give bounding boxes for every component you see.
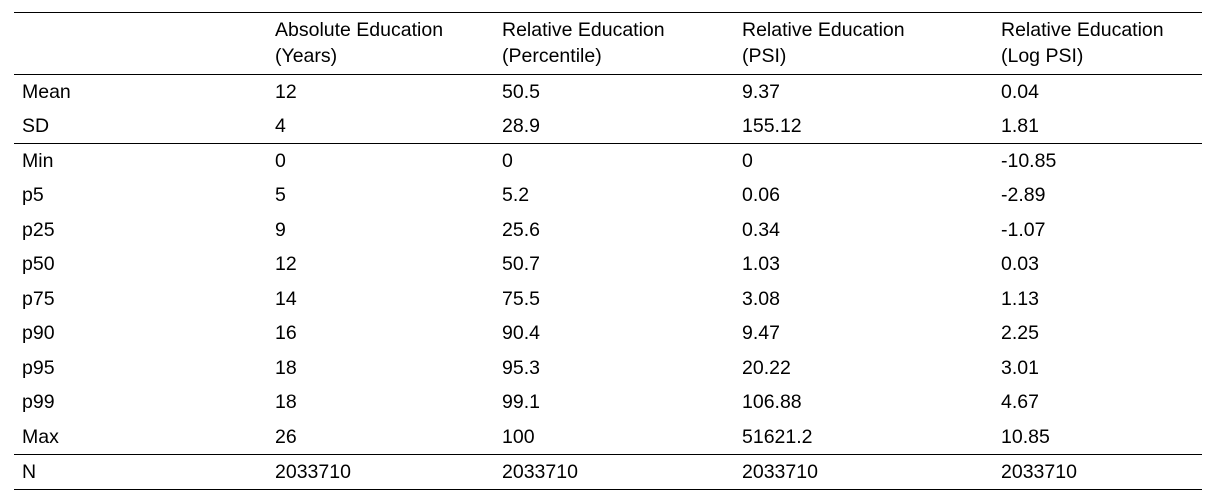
header-line2: (Log PSI) (1001, 45, 1084, 67)
table-cell: 95.3 (502, 356, 540, 379)
row-label: N (22, 460, 37, 483)
table-cell: 0.34 (742, 218, 780, 241)
header-line1: Relative Education (742, 19, 905, 41)
table-row-p75: p75 14 75.5 3.08 1.13 (14, 282, 1202, 317)
row-label: Max (22, 425, 59, 448)
table-cell: 50.7 (502, 253, 540, 275)
table-cell: 25.6 (502, 218, 540, 241)
table-cell: 0 (502, 150, 513, 172)
table-cell: 51621.2 (742, 425, 813, 448)
table-cell: 9.47 (742, 322, 780, 344)
table-cell: 0 (275, 150, 286, 172)
header-cell-relative-percentile: Relative Education (Percentile) (494, 13, 734, 75)
header-cell-relative-psi: Relative Education (PSI) (734, 13, 993, 75)
header-line2: (Years) (275, 45, 338, 67)
table-cell: 5.2 (502, 184, 530, 206)
table-cell: 75.5 (502, 287, 540, 310)
table-cell: 106.88 (742, 391, 802, 413)
table-cell: 18 (275, 356, 297, 379)
table-cell: 20.22 (742, 356, 791, 379)
table-cell: 16 (275, 322, 297, 344)
table-row-n: N 2033710 2033710 2033710 2033710 (14, 454, 1202, 489)
header-row: Absolute Education (Years) Relative Educ… (14, 12, 1202, 75)
table-cell: 50.5 (502, 81, 540, 103)
table-cell: 2033710 (275, 460, 351, 483)
table-cell: 0 (742, 150, 753, 172)
table-cell: 100 (502, 425, 535, 448)
header-line2: (PSI) (742, 45, 787, 67)
table-cell: -10.85 (1001, 150, 1057, 172)
table-cell: 18 (275, 391, 297, 413)
table-cell: 4 (275, 115, 286, 137)
table-cell: 5 (275, 184, 286, 206)
header-line2: (Percentile) (502, 45, 602, 67)
table-cell: 2.25 (1001, 322, 1039, 344)
row-label: SD (22, 115, 50, 137)
table-cell: 26 (275, 425, 297, 448)
row-label: p50 (22, 253, 55, 275)
table-cell: 0.06 (742, 184, 780, 206)
summary-statistics-table: Absolute Education (Years) Relative Educ… (14, 12, 1202, 490)
table-cell: 1.03 (742, 253, 780, 275)
table-row-min: Min 0 0 0 -10.85 (14, 144, 1202, 179)
row-label: p99 (22, 391, 55, 413)
table-row-mean: Mean 12 50.5 9.37 0.04 (14, 75, 1202, 110)
table-cell: 1.81 (1001, 115, 1039, 137)
header-line1: Absolute Education (275, 19, 444, 41)
table-cell: -1.07 (1001, 218, 1046, 241)
table-cell: 12 (275, 253, 297, 275)
table-cell: 0.04 (1001, 81, 1039, 103)
table-row-p99: p99 18 99.1 106.88 4.67 (14, 385, 1202, 420)
row-label: p5 (22, 184, 44, 206)
table-row-p95: p95 18 95.3 20.22 3.01 (14, 351, 1202, 386)
table-cell: 99.1 (502, 391, 540, 413)
table-cell: 9.37 (742, 81, 780, 103)
table-cell: 2033710 (1001, 460, 1077, 483)
table-cell: 3.01 (1001, 356, 1039, 379)
table-cell: 90.4 (502, 322, 540, 344)
row-label: Min (22, 150, 54, 172)
header-line1: Relative Education (502, 19, 665, 41)
table-cell: 9 (275, 218, 286, 241)
table-cell: -2.89 (1001, 184, 1046, 206)
row-label: p90 (22, 322, 55, 344)
row-label: p25 (22, 218, 55, 241)
table-row-p50: p50 12 50.7 1.03 0.03 (14, 247, 1202, 282)
table-cell: 3.08 (742, 287, 780, 310)
row-label: p95 (22, 356, 55, 379)
table-cell: 0.03 (1001, 253, 1039, 275)
row-label: Mean (22, 81, 71, 103)
table-cell: 4.67 (1001, 391, 1039, 413)
header-cell-stub (14, 13, 267, 75)
table-row-p90: p90 16 90.4 9.47 2.25 (14, 316, 1202, 351)
table-cell: 155.12 (742, 115, 802, 137)
table-row-max: Max 26 100 51621.2 10.85 (14, 420, 1202, 454)
table-row-p5: p5 5 5.2 0.06 -2.89 (14, 178, 1202, 213)
table-row-p25: p25 9 25.6 0.34 -1.07 (14, 213, 1202, 248)
header-cell-relative-log-psi: Relative Education (Log PSI) (993, 13, 1202, 75)
header-cell-absolute-years: Absolute Education (Years) (267, 13, 494, 75)
table-cell: 2033710 (502, 460, 578, 483)
table-cell: 12 (275, 81, 297, 103)
table-row-sd: SD 4 28.9 155.12 1.81 (14, 109, 1202, 144)
row-label: p75 (22, 287, 55, 310)
header-line1: Relative Education (1001, 19, 1164, 41)
table-cell: 1.13 (1001, 287, 1039, 310)
table-cell: 28.9 (502, 115, 540, 137)
table-cell: 14 (275, 287, 297, 310)
table-cell: 10.85 (1001, 425, 1050, 448)
table-cell: 2033710 (742, 460, 818, 483)
